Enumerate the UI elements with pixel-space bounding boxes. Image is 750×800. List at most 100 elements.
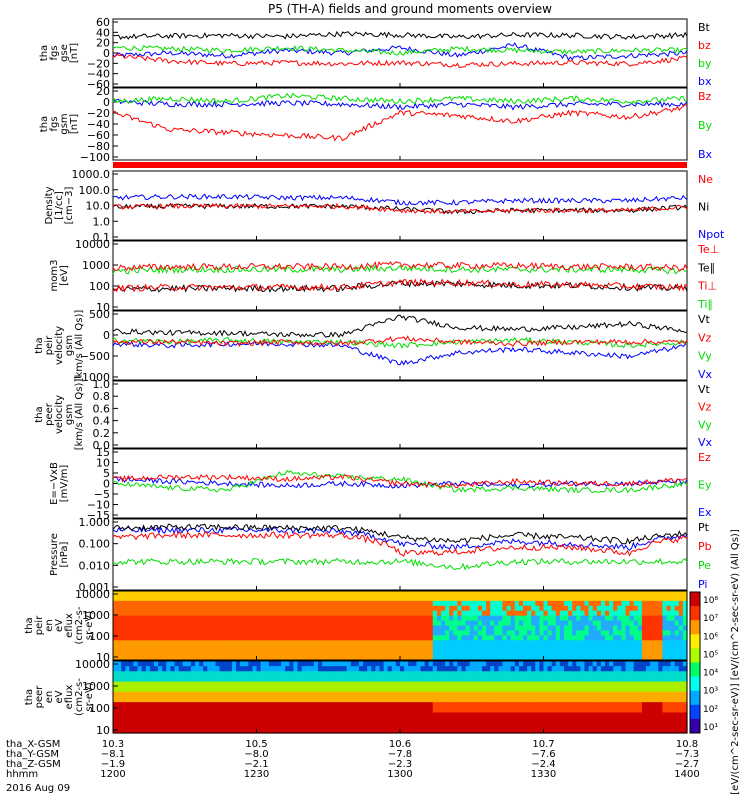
spec-cell — [207, 620, 212, 627]
spec-cell — [350, 671, 356, 678]
spec-cell — [330, 717, 335, 724]
spec-cell — [510, 635, 516, 641]
y-tick-label: −60 — [87, 129, 110, 142]
spec-cell — [514, 620, 520, 627]
spec-cell — [613, 681, 618, 688]
spec-cell — [248, 712, 253, 719]
spec-cell — [190, 645, 196, 651]
spec-cell — [588, 702, 594, 708]
y-axis-label: [km/s (All Qs)] — [74, 310, 85, 382]
spec-cell — [231, 615, 237, 622]
spec-cell — [293, 722, 299, 729]
spec-cell — [449, 645, 454, 651]
spec-cell — [125, 727, 130, 734]
spec-cell — [658, 595, 663, 602]
spec-cell — [211, 661, 217, 667]
spec-cell — [432, 666, 438, 672]
colorbar-tick: 10⁶ — [703, 632, 718, 642]
spec-cell — [318, 630, 323, 636]
spec-cell — [240, 600, 245, 607]
spec-cell — [461, 620, 467, 627]
spec-cell — [584, 650, 590, 656]
spec-cell — [117, 722, 122, 729]
spec-cell — [305, 686, 311, 693]
spec-cell — [646, 707, 651, 714]
y-axis-label: [eV] — [59, 265, 70, 286]
spec-cell — [432, 615, 438, 622]
spec-cell — [207, 727, 212, 734]
spec-cell — [113, 600, 118, 607]
spec-cell — [174, 635, 180, 641]
spec-cell — [223, 591, 229, 597]
spec-cell — [326, 600, 331, 607]
spec-cell — [490, 655, 495, 661]
spec-cell — [420, 722, 426, 729]
legend-entry: Npot — [698, 228, 725, 241]
spec-cell — [395, 645, 401, 651]
spec-cell — [207, 671, 212, 678]
spec-cell — [244, 615, 249, 622]
spec-cell — [223, 712, 229, 719]
spec-cell — [190, 595, 196, 602]
spec-cell — [318, 686, 323, 693]
spec-cell — [334, 620, 340, 627]
spec-cell — [145, 635, 151, 641]
spec-cell — [547, 591, 553, 597]
spec-cell — [408, 691, 413, 698]
spec-cell — [584, 686, 590, 693]
spec-cell — [674, 605, 680, 612]
y-axis-label: tha — [39, 116, 50, 132]
spec-cell — [633, 615, 639, 622]
spec-cell — [416, 635, 422, 641]
spec-cell — [113, 697, 118, 703]
spec-cell — [658, 717, 663, 724]
spec-cell — [596, 610, 602, 617]
spec-cell — [625, 722, 631, 729]
spec-cell — [383, 722, 389, 729]
spec-cell — [190, 717, 196, 724]
spec-cell — [568, 676, 573, 683]
spec-cell — [535, 655, 540, 661]
spec-cell — [281, 645, 286, 651]
spec-cell — [297, 630, 303, 636]
spec-cell — [121, 666, 126, 672]
spec-cell — [190, 615, 196, 622]
spec-cell — [199, 707, 204, 714]
spec-cell — [477, 691, 483, 698]
spec-cell — [609, 691, 614, 698]
spec-cell — [199, 625, 204, 632]
colorbar-swatch — [690, 718, 700, 734]
spec-cell — [129, 697, 135, 703]
spec-cell — [297, 691, 303, 698]
spec-cell — [445, 691, 450, 698]
spec-cell — [461, 717, 467, 724]
spec-cell — [231, 707, 237, 714]
spec-cell — [125, 712, 130, 719]
plot-title: P5 (TH-A) fields and ground moments over… — [268, 2, 552, 16]
spec-cell — [605, 645, 610, 651]
spec-cell — [678, 676, 684, 683]
spec-cell — [338, 645, 344, 651]
x-row-value: 10.7 — [532, 739, 554, 750]
spec-cell — [461, 605, 467, 612]
spec-cell — [518, 595, 524, 602]
spec-cell — [678, 655, 684, 661]
spec-cell — [498, 620, 504, 627]
spec-cell — [375, 650, 381, 656]
spec-cell — [654, 635, 659, 641]
spec-cell — [412, 635, 417, 641]
spec-cell — [248, 676, 253, 683]
spec-cell — [305, 661, 311, 667]
spec-cell — [129, 615, 135, 622]
spec-cell — [367, 707, 372, 714]
spec-cell — [609, 697, 614, 703]
spec-cell — [240, 707, 245, 714]
spec-cell — [174, 610, 180, 617]
spec-cell — [555, 676, 561, 683]
spec-cell — [592, 722, 598, 729]
spec-cell — [445, 625, 450, 632]
spec-cell — [568, 671, 573, 678]
spec-cell — [662, 620, 668, 627]
spec-cell — [354, 620, 360, 627]
y-axis-label: [mV/m] — [59, 465, 70, 503]
